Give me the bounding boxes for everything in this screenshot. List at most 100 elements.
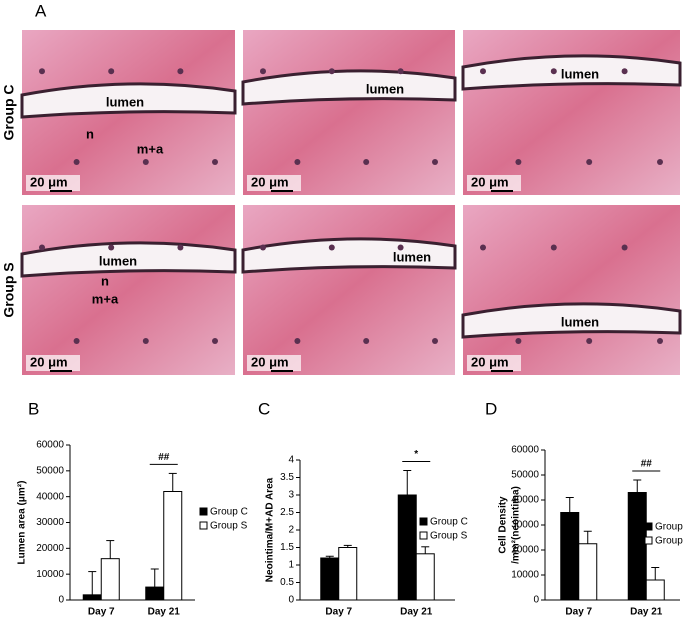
y-tick-label: 2.5 (280, 507, 294, 518)
tissue-label: n (101, 273, 109, 288)
tissue-label: lumen (99, 253, 137, 268)
lumen-area (20, 241, 237, 278)
y-tick-label: 4 (288, 455, 294, 466)
nucleus (657, 159, 663, 165)
y-axis-label: Cell Density (498, 496, 509, 554)
nucleus (586, 159, 593, 165)
nucleus (260, 244, 266, 251)
y-tick-label: 10000 (36, 569, 64, 580)
nucleus (328, 244, 335, 251)
bar (82, 594, 102, 601)
scale-label: 20 μm (251, 174, 289, 189)
x-tick-label: Day 21 (630, 607, 663, 618)
y-tick-label: 60000 (36, 440, 64, 451)
nucleus (108, 244, 115, 251)
nucleus (73, 159, 80, 165)
nucleus (212, 159, 218, 165)
lumen-area (20, 82, 237, 119)
scale-label: 20 μm (30, 174, 68, 189)
legend-swatch (199, 507, 208, 516)
lumen-area (461, 302, 682, 339)
bar (560, 512, 580, 601)
legend-swatch (419, 531, 428, 540)
group-label: Group C (1, 85, 17, 141)
tissue-label: lumen (561, 314, 599, 329)
nucleus (515, 338, 522, 344)
legend-label: Group S (210, 521, 248, 532)
nucleus (657, 338, 663, 344)
tissue-label: lumen (366, 81, 404, 96)
tissue-label: lumen (393, 249, 431, 264)
y-tick-label: 30000 (36, 517, 64, 528)
y-tick-label: 30000 (511, 520, 539, 531)
nucleus (260, 68, 266, 75)
panel-label: C (258, 399, 270, 418)
nucleus (328, 68, 335, 75)
significance: ## (158, 452, 170, 463)
micrograph (463, 205, 680, 375)
micrograph (22, 205, 235, 375)
nucleus (515, 159, 522, 165)
nucleus (621, 68, 628, 75)
y-tick-label: 0 (288, 595, 294, 606)
y-tick-label: 20000 (36, 543, 64, 554)
x-tick-label: Day 7 (88, 607, 115, 618)
scale-bg (467, 175, 521, 191)
micrograph (243, 205, 455, 375)
nucleus (177, 68, 184, 75)
y-axis-label: Neointima/M+AD Area (265, 477, 276, 582)
x-tick-label: Day 7 (565, 607, 592, 618)
y-tick-label: 60000 (511, 445, 539, 456)
group-label: Group S (1, 262, 17, 317)
bar (397, 494, 417, 601)
y-axis-label: Lumen area (μm²) (17, 481, 28, 565)
legend-swatch (644, 536, 653, 545)
bar (645, 579, 665, 601)
scale-bg (26, 175, 80, 191)
nucleus (142, 159, 149, 165)
y-tick-label: 50000 (511, 470, 539, 481)
tissue-label: lumen (106, 94, 144, 109)
nucleus (397, 68, 404, 75)
bar (338, 547, 358, 601)
panel-label: D (485, 399, 497, 418)
nucleus (108, 68, 115, 75)
x-tick-label: Day 21 (148, 607, 181, 618)
legend-label: Group C (210, 507, 248, 518)
legend-swatch (419, 517, 428, 526)
y-tick-label: 50000 (36, 465, 64, 476)
bar (415, 553, 435, 601)
bar (578, 543, 598, 601)
y-tick-label: 40000 (36, 491, 64, 502)
nucleus (550, 68, 557, 75)
nucleus (39, 68, 45, 75)
y-tick-label: 20000 (511, 545, 539, 556)
nucleus (294, 338, 301, 344)
tissue-label: lumen (561, 66, 599, 81)
nucleus (363, 338, 370, 344)
y-axis-label: /mm²(neointima) (511, 486, 522, 564)
scale-label: 20 μm (251, 354, 289, 369)
tissue-label: m+a (137, 141, 164, 156)
nucleus (397, 244, 404, 251)
y-tick-label: 2 (288, 525, 294, 536)
nucleus (621, 244, 628, 251)
y-tick-label: 0 (533, 595, 539, 606)
legend-label: Group S (430, 531, 468, 542)
bar (100, 558, 120, 601)
x-tick-label: Day 7 (325, 607, 352, 618)
y-tick-label: 1.5 (280, 542, 294, 553)
nucleus (480, 68, 486, 75)
tissue-label: n (86, 126, 94, 141)
legend-label: Group C (430, 517, 468, 528)
nucleus (142, 338, 149, 344)
nucleus (480, 244, 486, 251)
x-tick-label: Day 21 (400, 607, 433, 618)
nucleus (39, 244, 45, 251)
bar (163, 491, 183, 601)
scale-label: 20 μm (471, 354, 509, 369)
legend-label: Group S (655, 536, 685, 547)
y-tick-label: 3.5 (280, 472, 294, 483)
bar (320, 557, 340, 601)
